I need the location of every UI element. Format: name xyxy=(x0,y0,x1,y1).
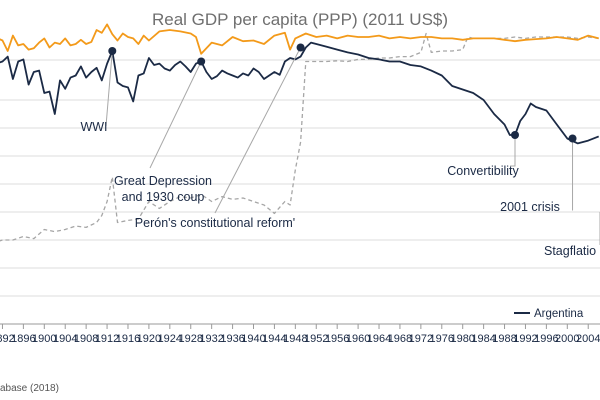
event-marker-convertibility xyxy=(511,131,519,139)
event-marker-depression xyxy=(197,57,206,66)
leader-line-wwi xyxy=(105,50,113,127)
x-tick-label: 1944 xyxy=(262,333,286,345)
x-tick-label: 1896 xyxy=(11,333,35,345)
x-tick-label: 1956 xyxy=(325,333,349,345)
x-tick-label: 1912 xyxy=(95,333,119,345)
x-axis: 1892189619001904190819121916192019241928… xyxy=(0,324,600,345)
x-tick-label: 1924 xyxy=(158,333,182,345)
x-tick-label: 1920 xyxy=(137,333,161,345)
leader-line-depression xyxy=(149,61,202,169)
x-tick-label: 1992 xyxy=(513,333,537,345)
annotation-label-peron: Perón's constitutional reform' xyxy=(135,216,295,230)
event-marker-wwi xyxy=(108,47,117,55)
grid-lines xyxy=(0,59,600,325)
annotation-label-stagflation: Stagflatio xyxy=(544,244,596,258)
legend: Argentina xyxy=(514,308,584,320)
x-tick-label: 1976 xyxy=(430,333,454,345)
annotation-label-crisis2001: 2001 crisis xyxy=(500,200,560,214)
annotation-label-wwi: WWI xyxy=(80,120,107,134)
x-tick-label: 1968 xyxy=(388,333,412,345)
x-tick-label: 1988 xyxy=(492,333,516,345)
annotation-layer: WWI Great Depression and 1930 coup Perón's … xyxy=(80,43,600,258)
annotation-label-depression: and 1930 coup xyxy=(122,190,205,204)
event-marker-peron xyxy=(296,43,305,52)
x-tick-label: 1996 xyxy=(534,333,558,345)
x-tick-label: 1892 xyxy=(0,333,15,345)
x-tick-label: 1940 xyxy=(241,333,265,345)
series-line-argentina xyxy=(0,41,600,145)
event-marker-crisis2001 xyxy=(568,134,577,143)
x-tick-label: 1952 xyxy=(304,333,328,345)
x-tick-label: 1972 xyxy=(409,333,433,345)
chart-title: Real GDP per capita (PPP) (2011 US$) xyxy=(152,10,448,29)
series-layer xyxy=(0,23,600,242)
x-tick-label: 1928 xyxy=(178,333,202,345)
x-tick-label: 1908 xyxy=(74,333,98,345)
x-tick-label: 1980 xyxy=(450,333,474,345)
x-tick-label: 2000 xyxy=(555,333,579,345)
x-tick-label: 1964 xyxy=(367,333,391,345)
series-line-orange xyxy=(0,23,599,55)
x-tick-label: 1936 xyxy=(220,333,244,345)
legend-label-argentina: Argentina xyxy=(534,308,584,320)
annotation-label-convertibility: Convertibility xyxy=(447,164,519,178)
source-note: abase (2018) xyxy=(0,383,59,394)
leader-line-convertibility xyxy=(510,139,516,167)
leader-line-peron xyxy=(214,47,302,214)
x-tick-label: 1900 xyxy=(32,333,56,345)
x-tick-label: 1904 xyxy=(53,333,77,345)
x-tick-label: 1960 xyxy=(346,333,370,345)
x-tick-label: 1916 xyxy=(116,333,140,345)
x-tick-label: 1948 xyxy=(283,333,307,345)
annotation-label-depression: Great Depression xyxy=(114,174,212,188)
x-tick-label: 2004 xyxy=(576,333,600,345)
x-tick-label: 1932 xyxy=(199,333,223,345)
x-tick-label: 1984 xyxy=(471,333,495,345)
